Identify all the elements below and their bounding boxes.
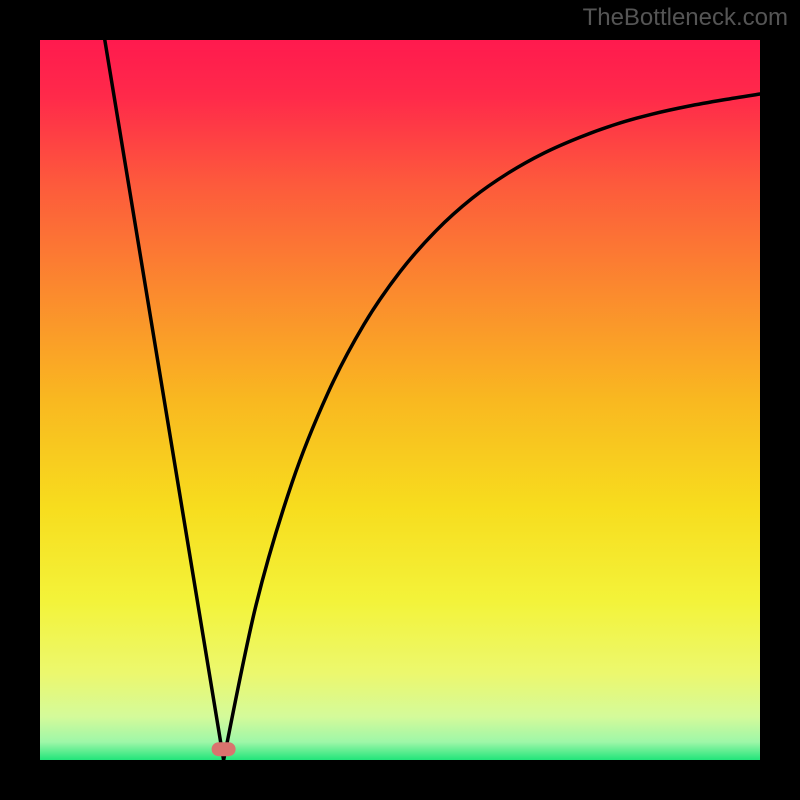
bottleneck-chart [0, 0, 800, 800]
chart-container: TheBottleneck.com [0, 0, 800, 800]
plot-background [40, 40, 760, 760]
minimum-marker [212, 742, 236, 756]
watermark-text: TheBottleneck.com [583, 4, 788, 32]
